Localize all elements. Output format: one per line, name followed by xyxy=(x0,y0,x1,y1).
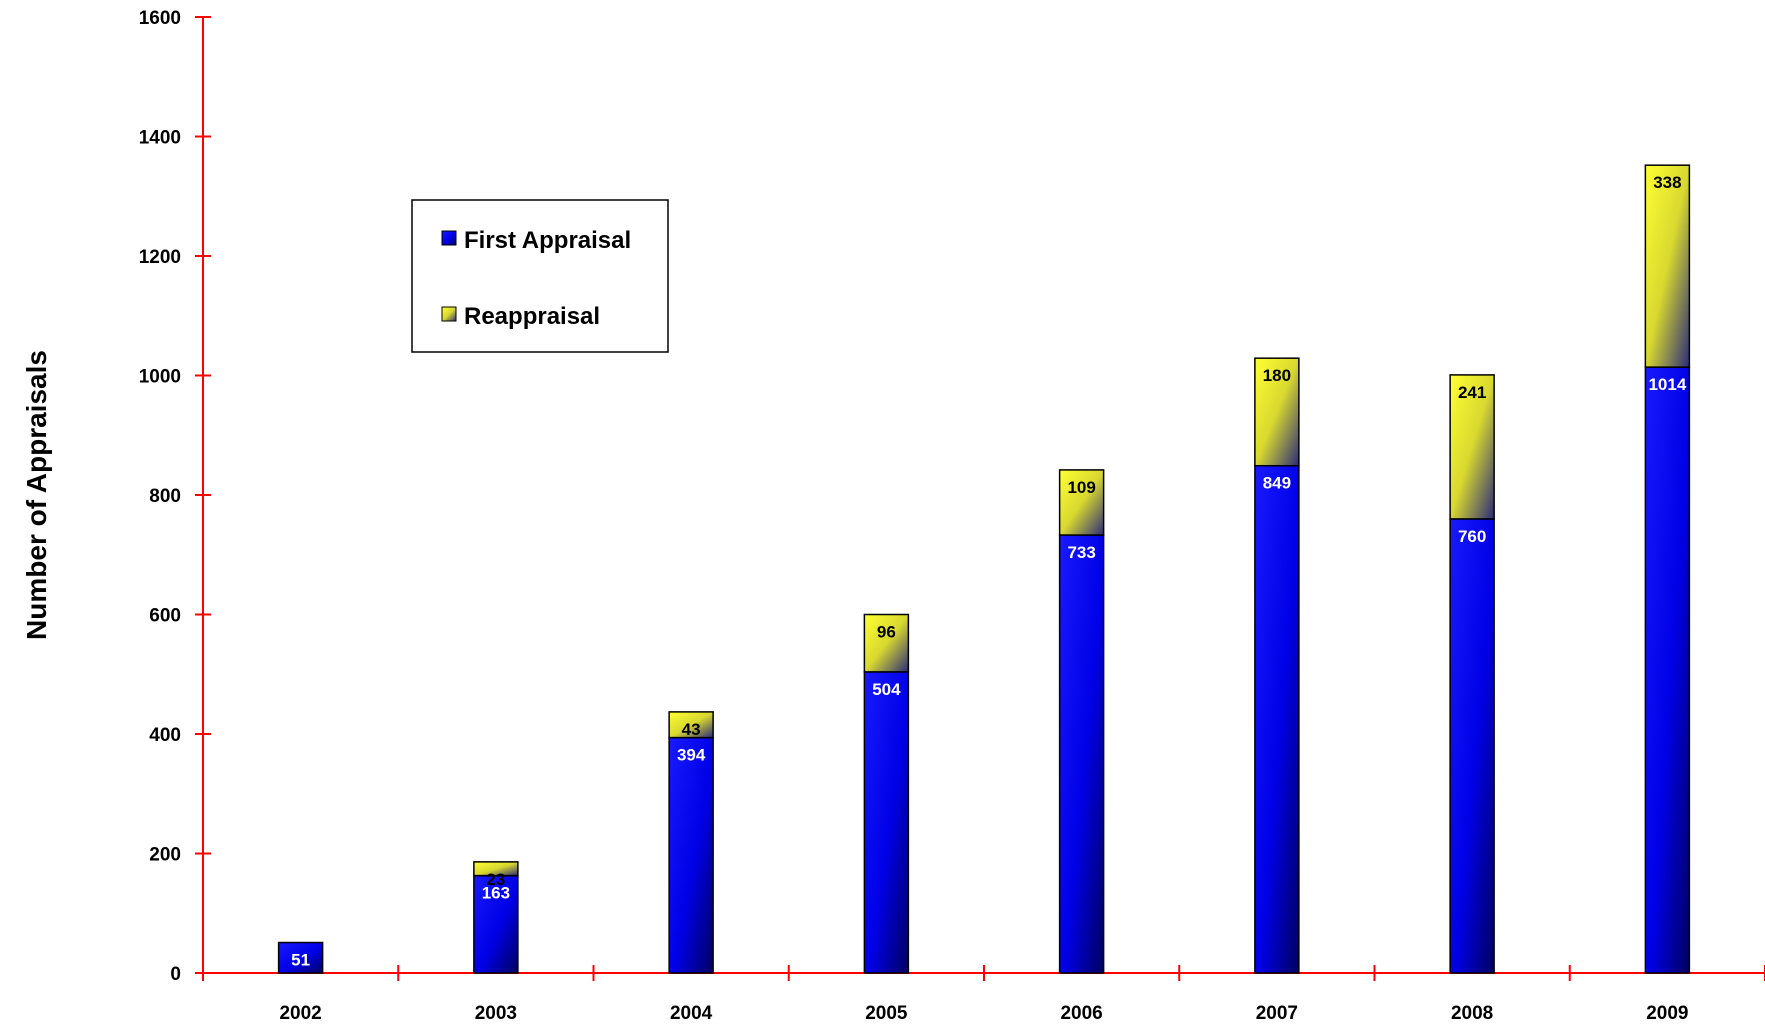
data-label-first-appraisal: 394 xyxy=(677,746,706,765)
x-tick-label: 2005 xyxy=(865,1003,908,1024)
y-tick-label: 0 xyxy=(170,964,181,985)
x-tick-label: 2004 xyxy=(670,1003,713,1024)
y-axis-title-group: Number of Appraisals xyxy=(21,350,52,640)
data-label-reappraisal: 338 xyxy=(1653,173,1681,192)
legend-swatch-reappraisal xyxy=(441,306,457,322)
data-label-first-appraisal: 733 xyxy=(1067,543,1095,562)
data-label-first-appraisal: 504 xyxy=(872,680,901,699)
bar-first-appraisal xyxy=(473,874,519,974)
legend-swatch-first-appraisal xyxy=(441,230,457,246)
bar-first-appraisal xyxy=(1644,366,1691,974)
bar-reappraisal xyxy=(1644,164,1691,368)
data-label-reappraisal: 96 xyxy=(877,623,896,642)
data-label-first-appraisal: 51 xyxy=(291,951,310,970)
bar-first-appraisal xyxy=(1254,464,1300,974)
legend-label-reappraisal: Reappraisal xyxy=(464,303,600,330)
legend-label-first-appraisal: First Appraisal xyxy=(464,227,631,254)
data-label-first-appraisal: 1014 xyxy=(1648,375,1686,394)
y-tick-label: 1600 xyxy=(139,8,181,29)
x-tick-label: 2002 xyxy=(279,1003,321,1024)
bars xyxy=(277,164,1691,974)
axes: 0 200 400 600 800 1000 1200 1400 1600 2002 2003 200… xyxy=(139,8,1765,1024)
bar-reappraisal xyxy=(1058,469,1105,536)
y-tick-label: 200 xyxy=(149,845,181,866)
x-tick-label: 2009 xyxy=(1646,1003,1688,1024)
data-label-first-appraisal: 163 xyxy=(482,884,510,903)
y-tick-label: 400 xyxy=(149,725,181,746)
x-tick-label: 2008 xyxy=(1451,1003,1493,1024)
data-label-first-appraisal: 849 xyxy=(1263,474,1291,493)
legend: First Appraisal Reappraisal xyxy=(411,199,669,353)
bar-first-appraisal xyxy=(277,941,324,974)
data-label-reappraisal: 180 xyxy=(1263,366,1291,385)
legend-box xyxy=(411,199,669,353)
x-tick-label: 2006 xyxy=(1060,1003,1102,1024)
x-tick-label: 2003 xyxy=(475,1003,517,1024)
x-tick-label: 2007 xyxy=(1256,1003,1298,1024)
data-label-reappraisal: 43 xyxy=(682,720,701,739)
data-label-reappraisal: 109 xyxy=(1067,478,1095,497)
y-tick-label: 1200 xyxy=(139,247,181,268)
y-tick-label: 1000 xyxy=(139,367,181,388)
data-label-reappraisal: 23 xyxy=(486,870,505,889)
bar-first-appraisal xyxy=(1449,518,1495,974)
bar-reappraisal xyxy=(473,861,519,877)
bar-reappraisal xyxy=(668,711,714,739)
data-label-reappraisal: 241 xyxy=(1458,383,1486,402)
bar-reappraisal xyxy=(1449,374,1495,520)
y-tick-label: 800 xyxy=(149,486,181,507)
bar-first-appraisal xyxy=(668,736,714,974)
y-axis-title: Number of Appraisals xyxy=(21,350,52,640)
bar-reappraisal xyxy=(863,613,910,673)
bar-first-appraisal xyxy=(1058,534,1105,974)
bar-first-appraisal xyxy=(863,671,910,974)
y-tick-label: 1400 xyxy=(139,128,181,149)
data-label-first-appraisal: 760 xyxy=(1458,527,1486,546)
bar-reappraisal xyxy=(1254,357,1300,467)
y-tick-label: 600 xyxy=(149,606,181,627)
